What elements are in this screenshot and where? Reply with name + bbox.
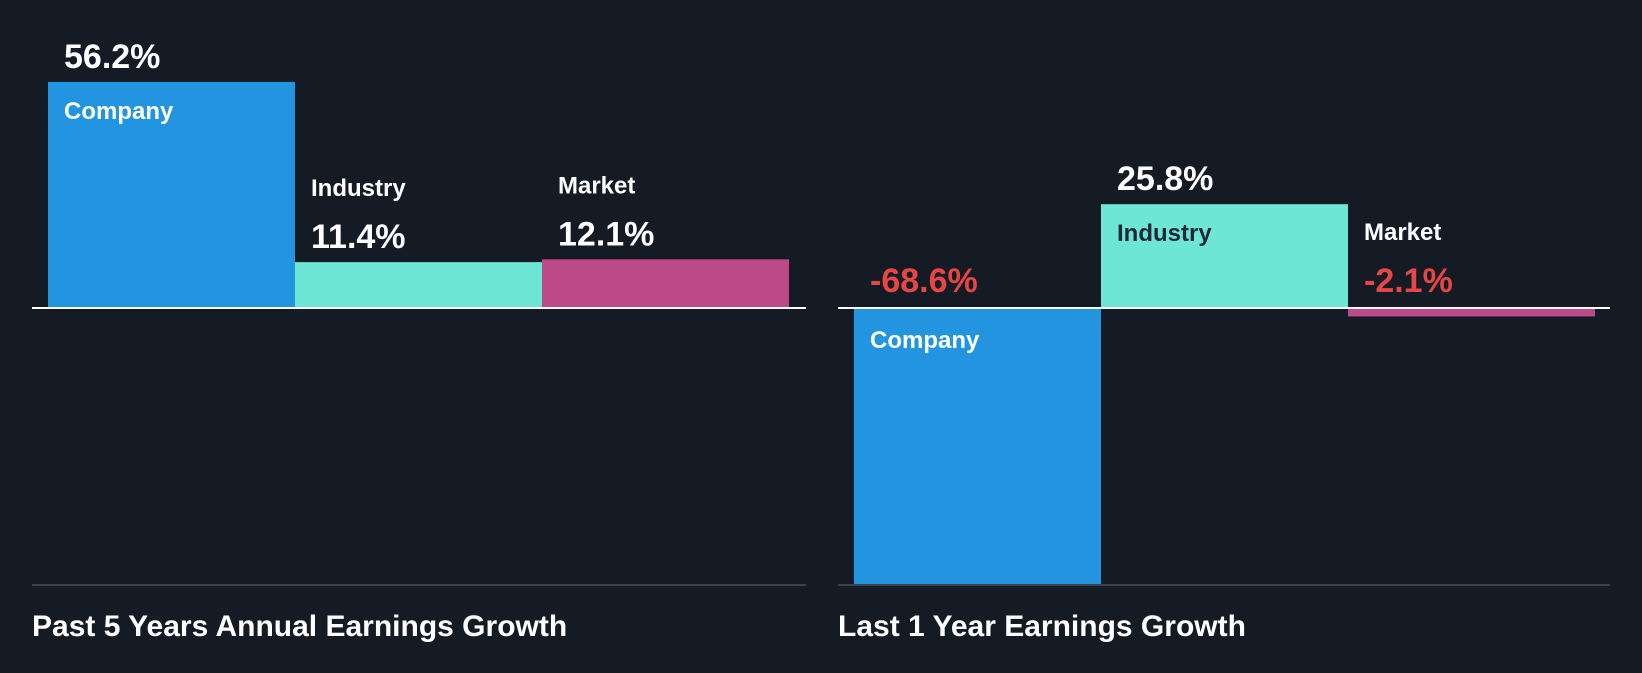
value-label-market: 12.1% — [558, 215, 654, 253]
value-label-market: -2.1% — [1364, 262, 1453, 300]
chart-title-past-5-years: Past 5 Years Annual Earnings Growth — [32, 610, 567, 643]
category-label-industry: Industry — [1117, 220, 1212, 247]
last-1-year-chart: Company -68.6% Industry 25.8% Market -2.1% Las… — [838, 160, 1610, 643]
past-5-years-chart: Company 56.2% Industry 11.4% Market 12.1% Past… — [32, 38, 806, 643]
bar-industry — [295, 262, 542, 308]
category-label-market: Market — [1364, 219, 1441, 246]
bar-company — [854, 308, 1101, 584]
category-label-market: Market — [558, 172, 635, 199]
bar-market — [1348, 308, 1595, 317]
category-label-company: Company — [870, 327, 980, 354]
bar-company — [48, 81, 295, 308]
category-label-industry: Industry — [311, 175, 406, 202]
category-label-company: Company — [64, 98, 174, 125]
bar-industry — [1101, 204, 1348, 308]
chart-title-last-1-year: Last 1 Year Earnings Growth — [838, 610, 1246, 643]
value-label-industry: 11.4% — [311, 218, 406, 256]
value-label-company: -68.6% — [870, 262, 978, 300]
value-label-industry: 25.8% — [1117, 160, 1213, 198]
bar-market — [542, 259, 789, 308]
value-label-company: 56.2% — [64, 38, 160, 76]
